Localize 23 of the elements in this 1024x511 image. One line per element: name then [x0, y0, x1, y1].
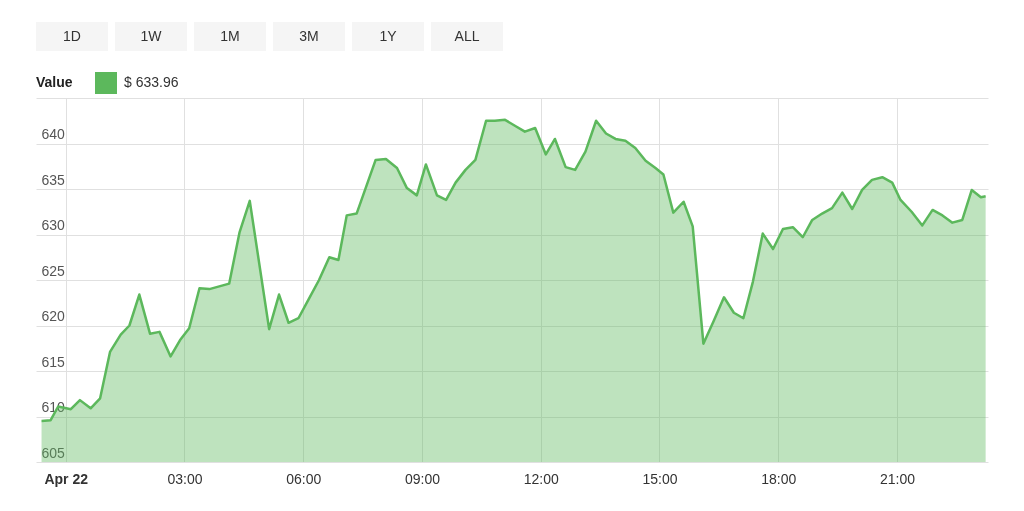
y-tick-label: 615 — [41, 353, 66, 370]
y-tick-label: 625 — [41, 262, 66, 279]
legend-label: $ 633.96 — [124, 74, 179, 90]
x-tick-label: 12:00 — [523, 470, 559, 487]
x-tick-label: 09:00 — [404, 470, 441, 487]
x-tick-label: 15:00 — [642, 470, 678, 487]
y-tick-label: 605 — [41, 444, 66, 461]
text: 3M — [299, 27, 319, 44]
legend-title: Value — [36, 74, 73, 90]
text: 1D — [63, 27, 81, 44]
text: ALL — [454, 27, 480, 44]
x-tick-label: 21:00 — [879, 470, 916, 487]
x-tick-label: 18:00 — [761, 470, 797, 487]
x-tick-label: Apr 22 — [44, 470, 89, 487]
text: 1M — [220, 27, 240, 44]
y-tick-label: 620 — [41, 308, 66, 324]
text: 1W — [140, 27, 163, 44]
y-tick-label: 630 — [41, 217, 66, 233]
x-tick-label: 06:00 — [286, 470, 322, 487]
y-tick-label: 640 — [41, 126, 66, 142]
y-tick-label: 635 — [41, 171, 66, 188]
text: 1Y — [379, 27, 398, 44]
x-tick-label: 03:00 — [167, 470, 203, 487]
